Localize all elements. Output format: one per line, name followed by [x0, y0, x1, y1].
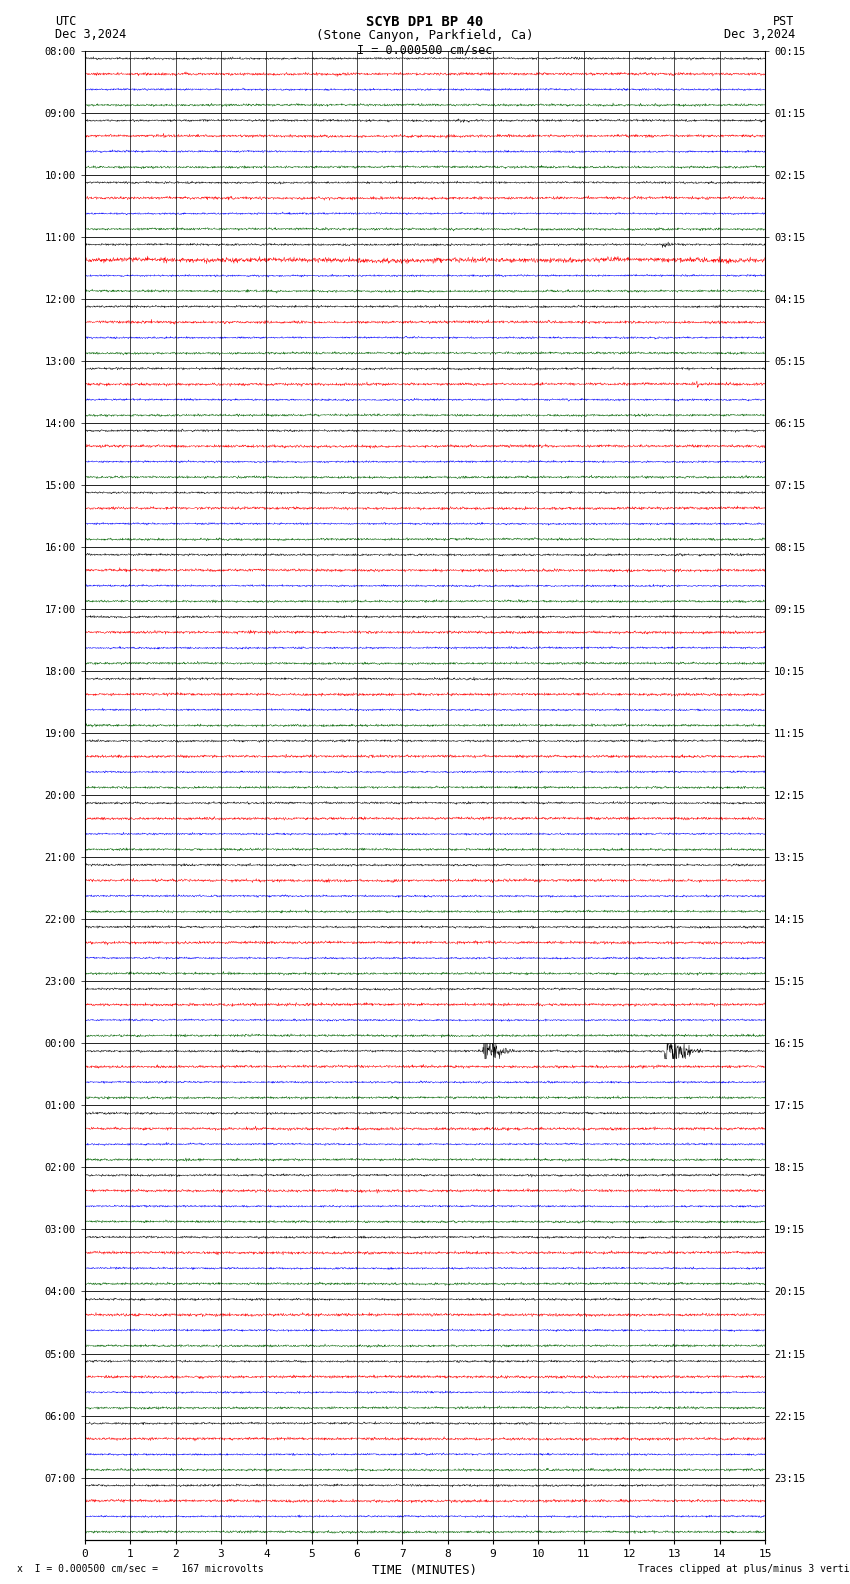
Text: Traces clipped at plus/minus 3 vertical divisions: Traces clipped at plus/minus 3 vertical …: [638, 1565, 850, 1574]
Text: I = 0.000500 cm/sec: I = 0.000500 cm/sec: [357, 43, 493, 57]
Text: PST: PST: [774, 14, 795, 29]
Text: Dec 3,2024: Dec 3,2024: [723, 27, 795, 41]
Text: (Stone Canyon, Parkfield, Ca): (Stone Canyon, Parkfield, Ca): [316, 29, 534, 43]
X-axis label: TIME (MINUTES): TIME (MINUTES): [372, 1565, 478, 1578]
Text: Dec 3,2024: Dec 3,2024: [55, 27, 127, 41]
Text: SCYB DP1 BP 40: SCYB DP1 BP 40: [366, 14, 484, 29]
Text: x  I = 0.000500 cm/sec =    167 microvolts: x I = 0.000500 cm/sec = 167 microvolts: [17, 1565, 264, 1574]
Text: UTC: UTC: [55, 14, 76, 29]
